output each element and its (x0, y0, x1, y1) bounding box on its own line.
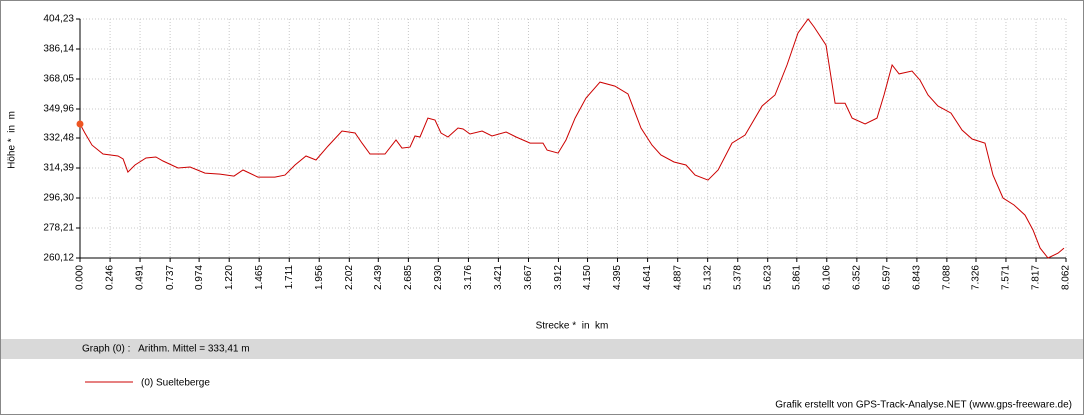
credit: Grafik erstellt von GPS-Track-Analyse.NE… (775, 400, 1072, 411)
elevation-line (79, 18, 1065, 259)
x-tick-label: 7.088 (942, 265, 953, 290)
x-tick-label: 2.930 (433, 265, 444, 290)
x-tick-label: 5.132 (702, 265, 713, 290)
start-marker (76, 120, 84, 128)
y-tick-label: 260,12 (43, 253, 74, 264)
x-tick-label: 1.711 (284, 265, 295, 290)
x-tick-label: 5.623 (762, 265, 773, 290)
y-tick-label: 349,96 (43, 104, 74, 115)
x-tick-label: 0.491 (135, 265, 146, 290)
x-tick-label: 6.597 (881, 265, 892, 290)
stats-band (1, 339, 1083, 359)
x-tick-label: 1.465 (254, 265, 265, 290)
x-tick-label: 6.352 (852, 265, 863, 290)
x-tick-label: 1.220 (224, 265, 235, 290)
y-tick-label: 404,23 (43, 14, 74, 25)
x-tick-label: 7.817 (1031, 265, 1042, 290)
x-tick-label: 3.176 (463, 265, 474, 290)
y-tick-label: 296,30 (43, 193, 74, 204)
x-tick-label: 4.887 (672, 265, 683, 290)
x-tick-label: 5.378 (732, 265, 743, 290)
x-tick-label: 0.000 (75, 265, 86, 290)
x-tick-label: 1.956 (314, 265, 325, 290)
y-tick-label: 314,39 (43, 163, 74, 174)
y-axis-label: Höhe * in m (7, 111, 18, 169)
x-tick-label: 6.843 (912, 265, 923, 290)
x-tick-label: 8.062 (1061, 265, 1072, 290)
y-tick-label: 386,14 (43, 44, 74, 55)
x-tick-label: 5.861 (791, 265, 802, 290)
x-tick-label: 0.737 (165, 265, 176, 290)
x-tick-label: 0.246 (105, 265, 116, 290)
x-tick-label: 6.106 (821, 265, 832, 290)
x-tick-label: 0.974 (194, 265, 205, 290)
x-axis-label: Strecke * in km (536, 321, 609, 332)
y-tick-label: 278,21 (43, 223, 74, 234)
stats: Graph (0) : Arithm. Mittel = 333,41 m (82, 344, 250, 355)
y-tick-label: 332,48 (43, 133, 74, 144)
x-tick-label: 3.912 (553, 265, 564, 290)
x-tick-label: 4.395 (612, 265, 623, 290)
x-tick-label: 2.439 (373, 265, 384, 290)
x-tick-label: 7.326 (971, 265, 982, 290)
y-tick-label: 368,05 (43, 74, 74, 85)
x-tick-label: 7.571 (1001, 265, 1012, 290)
x-tick-label: 3.667 (523, 265, 534, 290)
x-tick-label: 3.421 (493, 265, 504, 290)
x-tick-label: 4.641 (642, 265, 653, 290)
x-tick-label: 2.685 (403, 265, 414, 290)
x-tick-label: 2.202 (344, 265, 355, 290)
legend-label: (0) Suelteberge (141, 378, 210, 389)
x-tick-label: 4.150 (582, 265, 593, 290)
